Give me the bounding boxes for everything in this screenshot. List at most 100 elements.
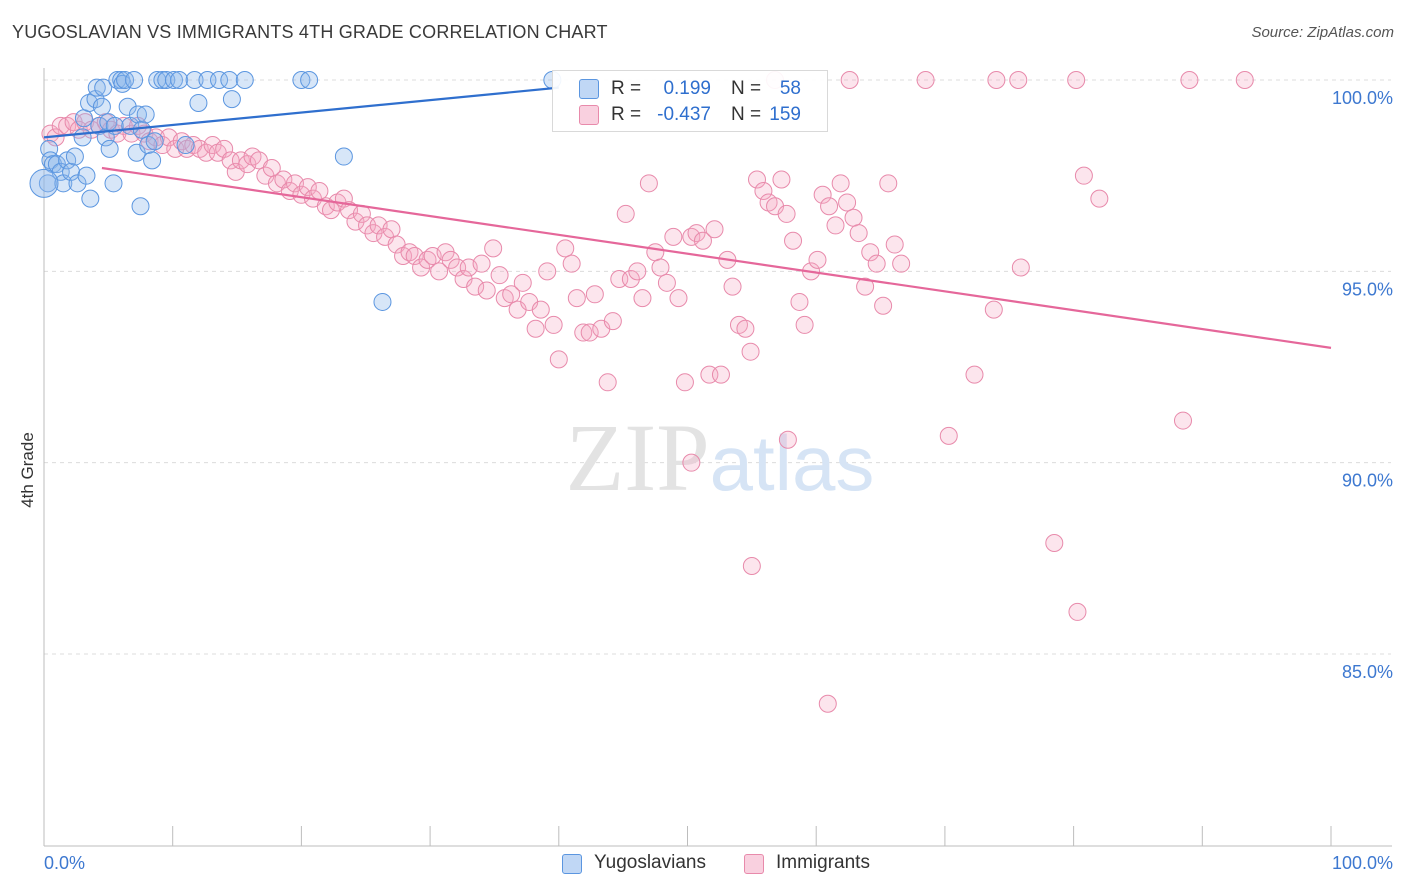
bottom-legend-label-immigrants: Immigrants — [776, 852, 870, 873]
point-yugoslavians — [373, 292, 392, 311]
point-yugoslavians — [92, 97, 111, 116]
bottom-legend-label-yugoslavians: Yugoslavians — [594, 852, 706, 873]
point-immigrants — [310, 181, 329, 200]
legend-n-value: 159 — [769, 104, 801, 125]
point-immigrants — [477, 281, 496, 300]
bottom-legend-swatch-yugoslavians — [562, 854, 582, 874]
point-immigrants — [657, 273, 676, 292]
point-yugoslavians — [38, 174, 57, 193]
x-tick-label: 0.0% — [44, 853, 85, 873]
point-immigrants — [820, 197, 839, 216]
point-immigrants — [549, 350, 568, 369]
point-immigrants — [484, 239, 503, 258]
point-immigrants — [1067, 71, 1086, 89]
point-immigrants — [598, 373, 617, 392]
axes — [43, 68, 1392, 847]
point-immigrants — [221, 151, 240, 170]
y-tick-label: 85.0% — [1342, 662, 1393, 682]
point-immigrants — [621, 269, 640, 288]
point-immigrants — [292, 185, 311, 204]
point-immigrants — [298, 178, 317, 197]
legend-swatch-immigrants — [579, 105, 599, 125]
point-immigrants — [1009, 71, 1028, 89]
point-immigrants — [490, 266, 509, 285]
legend-row-yugoslavians: R = 0.199 N = 58 — [553, 76, 827, 102]
point-immigrants — [526, 319, 545, 338]
point-immigrants — [987, 71, 1006, 89]
y-tick-label: 95.0% — [1342, 279, 1393, 299]
point-immigrants — [705, 220, 724, 239]
point-yugoslavians — [210, 71, 229, 89]
watermark: ZIPatlas — [566, 404, 875, 511]
point-immigrants — [1235, 71, 1254, 89]
point-immigrants — [867, 254, 886, 273]
point-immigrants — [412, 258, 431, 277]
point-yugoslavians — [128, 105, 147, 124]
point-yugoslavians — [189, 93, 208, 112]
point-yugoslavians — [222, 90, 241, 109]
point-yugoslavians — [81, 189, 100, 208]
point-immigrants — [741, 342, 760, 361]
point-immigrants — [879, 174, 898, 193]
point-yugoslavians-large — [29, 168, 59, 198]
point-immigrants — [747, 170, 766, 189]
y-axis-label: 4th Grade — [18, 432, 37, 508]
point-yugoslavians — [170, 71, 189, 89]
point-immigrants — [1173, 411, 1192, 430]
point-immigrants — [346, 212, 365, 231]
point-immigrants — [711, 365, 730, 384]
point-immigrants — [892, 254, 911, 273]
point-immigrants — [693, 231, 712, 250]
point-immigrants — [861, 243, 880, 262]
point-yugoslavians — [145, 132, 164, 151]
point-immigrants — [778, 430, 797, 449]
point-immigrants — [531, 300, 550, 319]
x-tick-label: 100.0% — [1332, 853, 1393, 873]
point-yugoslavians — [300, 71, 319, 89]
point-yugoslavians — [131, 197, 150, 216]
point-immigrants — [1068, 602, 1087, 621]
point-yugoslavians — [185, 71, 204, 89]
point-yugoslavians — [62, 162, 81, 181]
point-yugoslavians — [220, 71, 239, 89]
point-yugoslavians — [118, 97, 137, 116]
point-immigrants — [556, 239, 575, 258]
chart-title: YUGOSLAVIAN VS IMMIGRANTS 4TH GRADE CORR… — [12, 22, 608, 42]
point-immigrants — [580, 323, 599, 342]
point-immigrants — [664, 227, 683, 246]
bottom-legend-swatch-immigrants — [744, 854, 764, 874]
point-immigrants — [616, 204, 635, 223]
point-yugoslavians — [94, 78, 113, 97]
y-tick-label: 100.0% — [1332, 88, 1393, 108]
point-immigrants — [567, 289, 586, 308]
point-immigrants — [472, 254, 491, 273]
legend-row-immigrants: R = -0.437 N = 159 — [553, 102, 827, 128]
point-yugoslavians — [143, 151, 162, 170]
point-yugoslavians — [157, 71, 176, 89]
point-yugoslavians — [90, 116, 109, 135]
point-immigrants — [849, 224, 868, 243]
legend-r-value: -0.437 — [657, 104, 711, 125]
stats-legend: R = 0.199 N = 58 R = -0.437 N = 159 — [552, 70, 828, 132]
trend-lines — [43, 86, 1332, 349]
point-immigrants — [984, 300, 1003, 319]
point-immigrants — [723, 277, 742, 296]
point-immigrants — [856, 277, 875, 296]
point-immigrants — [646, 243, 665, 262]
point-immigrants — [513, 273, 532, 292]
legend-n-label: N = — [731, 78, 762, 99]
point-yugoslavians — [74, 109, 93, 128]
point-immigrants — [795, 315, 814, 334]
point-immigrants — [466, 277, 485, 296]
point-yugoslavians — [235, 71, 254, 89]
point-immigrants — [574, 323, 593, 342]
point-immigrants — [639, 174, 658, 193]
legend-n-value: 58 — [779, 78, 801, 99]
tick-labels: 100.0% 95.0% 90.0% 85.0% 0.0% 100.0% — [44, 88, 1393, 873]
point-yugoslavians — [77, 166, 96, 185]
point-yugoslavians — [116, 71, 135, 89]
point-yugoslavians — [68, 174, 87, 193]
point-immigrants — [274, 170, 293, 189]
point-immigrants — [1045, 534, 1064, 553]
